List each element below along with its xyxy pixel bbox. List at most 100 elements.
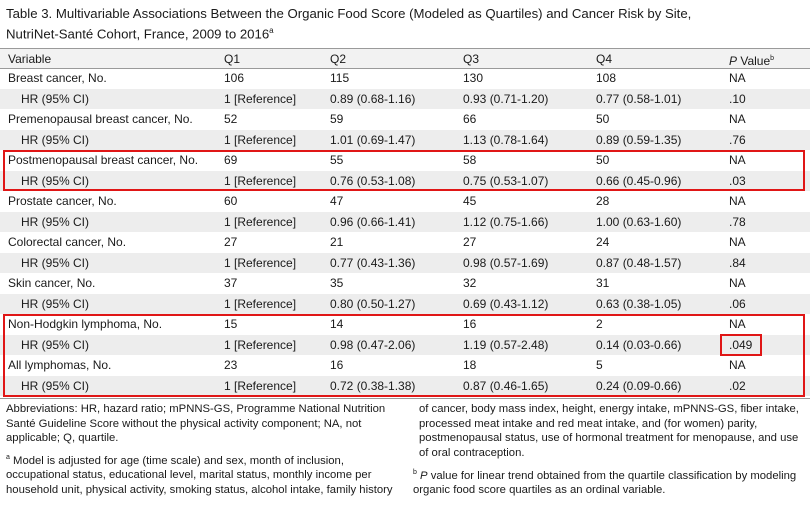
table-header: Variable Q1 Q2 Q3 Q4 P Valueb [0, 48, 810, 69]
cell-p-value: .049 [729, 337, 753, 352]
footnote-b: b P value for linear trend obtained from… [413, 469, 797, 497]
cell-q1: 1 [Reference] [224, 296, 297, 311]
cell-p-value: .76 [729, 132, 746, 147]
highlight-box-pvalue-049 [720, 334, 762, 356]
cell-q3: 1.12 (0.75-1.66) [463, 214, 549, 229]
cell-q1: 1 [Reference] [224, 132, 297, 147]
cell-q2: 21 [330, 235, 344, 249]
cell-q3: 58 [463, 153, 477, 167]
cell-q4: 0.63 (0.38-1.05) [596, 296, 682, 311]
header-variable: Variable [8, 52, 52, 66]
cell-q2: 0.80 (0.50-1.27) [330, 296, 416, 311]
cell-p-value: .02 [729, 378, 746, 393]
cell-q2: 0.96 (0.66-1.41) [330, 214, 416, 229]
cell-q2: 0.89 (0.68-1.16) [330, 91, 416, 106]
table-bottom-rule [0, 398, 810, 399]
cell-q2: 16 [330, 358, 344, 372]
cell-p-value: .10 [729, 91, 746, 106]
table-row: HR (95% CI) 1 [Reference] 0.72 (0.38-1.38)… [0, 375, 810, 396]
row-label: HR (95% CI) [21, 173, 90, 188]
cell-q2: 1.01 (0.69-1.47) [330, 132, 416, 147]
table-title-line1: Table 3. Multivariable Associations Betw… [6, 6, 692, 21]
cell-q4: 0.77 (0.58-1.01) [596, 91, 682, 106]
cell-p-value: NA [729, 194, 746, 208]
table-row: All lymphomas, No. 23 16 18 5 NA [0, 355, 810, 376]
header-p-value: P Valueb [729, 54, 775, 68]
cell-p-value: NA [729, 358, 746, 372]
cell-q3: 1.13 (0.78-1.64) [463, 132, 549, 147]
cell-q4: 24 [596, 235, 610, 249]
cell-q1: 27 [224, 235, 238, 249]
cell-q4: 2 [596, 317, 603, 331]
row-label: Skin cancer, No. [8, 276, 96, 290]
cell-p-value: NA [729, 153, 746, 167]
row-label: HR (95% CI) [21, 337, 90, 352]
table-row: HR (95% CI) 1 [Reference] 0.96 (0.66-1.41)… [0, 211, 810, 232]
footnote-a-continued: of cancer, body mass index, height, ener… [419, 403, 799, 459]
row-label: HR (95% CI) [21, 296, 90, 311]
table-row: HR (95% CI) 1 [Reference] 0.98 (0.47-2.06)… [0, 334, 810, 355]
cell-p-value: NA [729, 71, 746, 85]
cell-q2: 0.76 (0.53-1.08) [330, 173, 416, 188]
table-row: HR (95% CI) 1 [Reference] 0.77 (0.43-1.36)… [0, 252, 810, 273]
cell-q3: 45 [463, 194, 477, 208]
cell-q2: 0.72 (0.38-1.38) [330, 378, 416, 393]
cell-p-value: .06 [729, 296, 746, 311]
cell-q2: 0.98 (0.47-2.06) [330, 337, 416, 352]
cell-q2: 47 [330, 194, 344, 208]
cell-q1: 52 [224, 112, 238, 126]
cell-p-value: NA [729, 235, 746, 249]
cell-q2: 55 [330, 153, 344, 167]
cell-q3: 1.19 (0.57-2.48) [463, 337, 549, 352]
cell-q2: 59 [330, 112, 344, 126]
cell-q2: 115 [330, 71, 350, 85]
footnote-abbreviations: Abbreviations: HR, hazard ratio; mPNNS-G… [6, 403, 386, 445]
row-label: Postmenopausal breast cancer, No. [8, 153, 199, 167]
table-row: HR (95% CI) 1 [Reference] 1.01 (0.69-1.47)… [0, 129, 810, 150]
cell-q2: 14 [330, 317, 344, 331]
cell-q1: 1 [Reference] [224, 255, 297, 270]
cell-q1: 37 [224, 276, 238, 290]
table-title-line2: NutriNet-Santé Cohort, France, 2009 to 2… [6, 26, 274, 42]
row-label: Prostate cancer, No. [8, 194, 117, 208]
row-label: HR (95% CI) [21, 255, 90, 270]
table-row: HR (95% CI) 1 [Reference] 0.89 (0.68-1.16)… [0, 88, 810, 109]
header-q1: Q1 [224, 52, 241, 66]
cell-p-value: .84 [729, 255, 746, 270]
cell-q2: 35 [330, 276, 344, 290]
cell-q1: 1 [Reference] [224, 91, 297, 106]
cell-q4: 50 [596, 153, 610, 167]
cell-q3: 0.87 (0.46-1.65) [463, 378, 549, 393]
row-label: HR (95% CI) [21, 91, 90, 106]
table-row: Breast cancer, No. 106 115 130 108 NA [0, 68, 810, 89]
header-q3: Q3 [463, 52, 480, 66]
cell-q4: 0.87 (0.48-1.57) [596, 255, 682, 270]
cell-q1: 69 [224, 153, 238, 167]
table-row: Colorectal cancer, No. 27 21 27 24 NA [0, 232, 810, 253]
title-footnote-marker: a [269, 26, 274, 35]
row-label: Colorectal cancer, No. [8, 235, 127, 249]
cell-p-value: NA [729, 276, 746, 290]
cell-q4: 31 [596, 276, 610, 290]
footnote-a: a Model is adjusted for age (time scale)… [6, 454, 393, 496]
cell-q1: 15 [224, 317, 238, 331]
table-row: Premenopausal breast cancer, No. 52 59 66 50… [0, 109, 810, 130]
cell-q3: 0.93 (0.71-1.20) [463, 91, 549, 106]
highlight-box-lymphoma [3, 314, 805, 397]
cell-q3: 18 [463, 358, 477, 372]
cell-q1: 1 [Reference] [224, 214, 297, 229]
cell-p-value: .78 [729, 214, 746, 229]
cell-q4: 1.00 (0.63-1.60) [596, 214, 682, 229]
table-row: HR (95% CI) 1 [Reference] 0.76 (0.53-1.08)… [0, 170, 810, 191]
row-label: Non-Hodgkin lymphoma, No. [8, 317, 163, 331]
cell-q3: 0.75 (0.53-1.07) [463, 173, 549, 188]
header-q2: Q2 [330, 52, 347, 66]
cell-q3: 0.98 (0.57-1.69) [463, 255, 549, 270]
cell-p-value: .03 [729, 173, 746, 188]
cell-q4: 28 [596, 194, 610, 208]
cell-p-value: NA [729, 112, 746, 126]
cell-q2: 0.77 (0.43-1.36) [330, 255, 416, 270]
cell-q4: 0.66 (0.45-0.96) [596, 173, 682, 188]
cell-q1: 106 [224, 71, 245, 85]
row-label: Premenopausal breast cancer, No. [8, 112, 193, 126]
